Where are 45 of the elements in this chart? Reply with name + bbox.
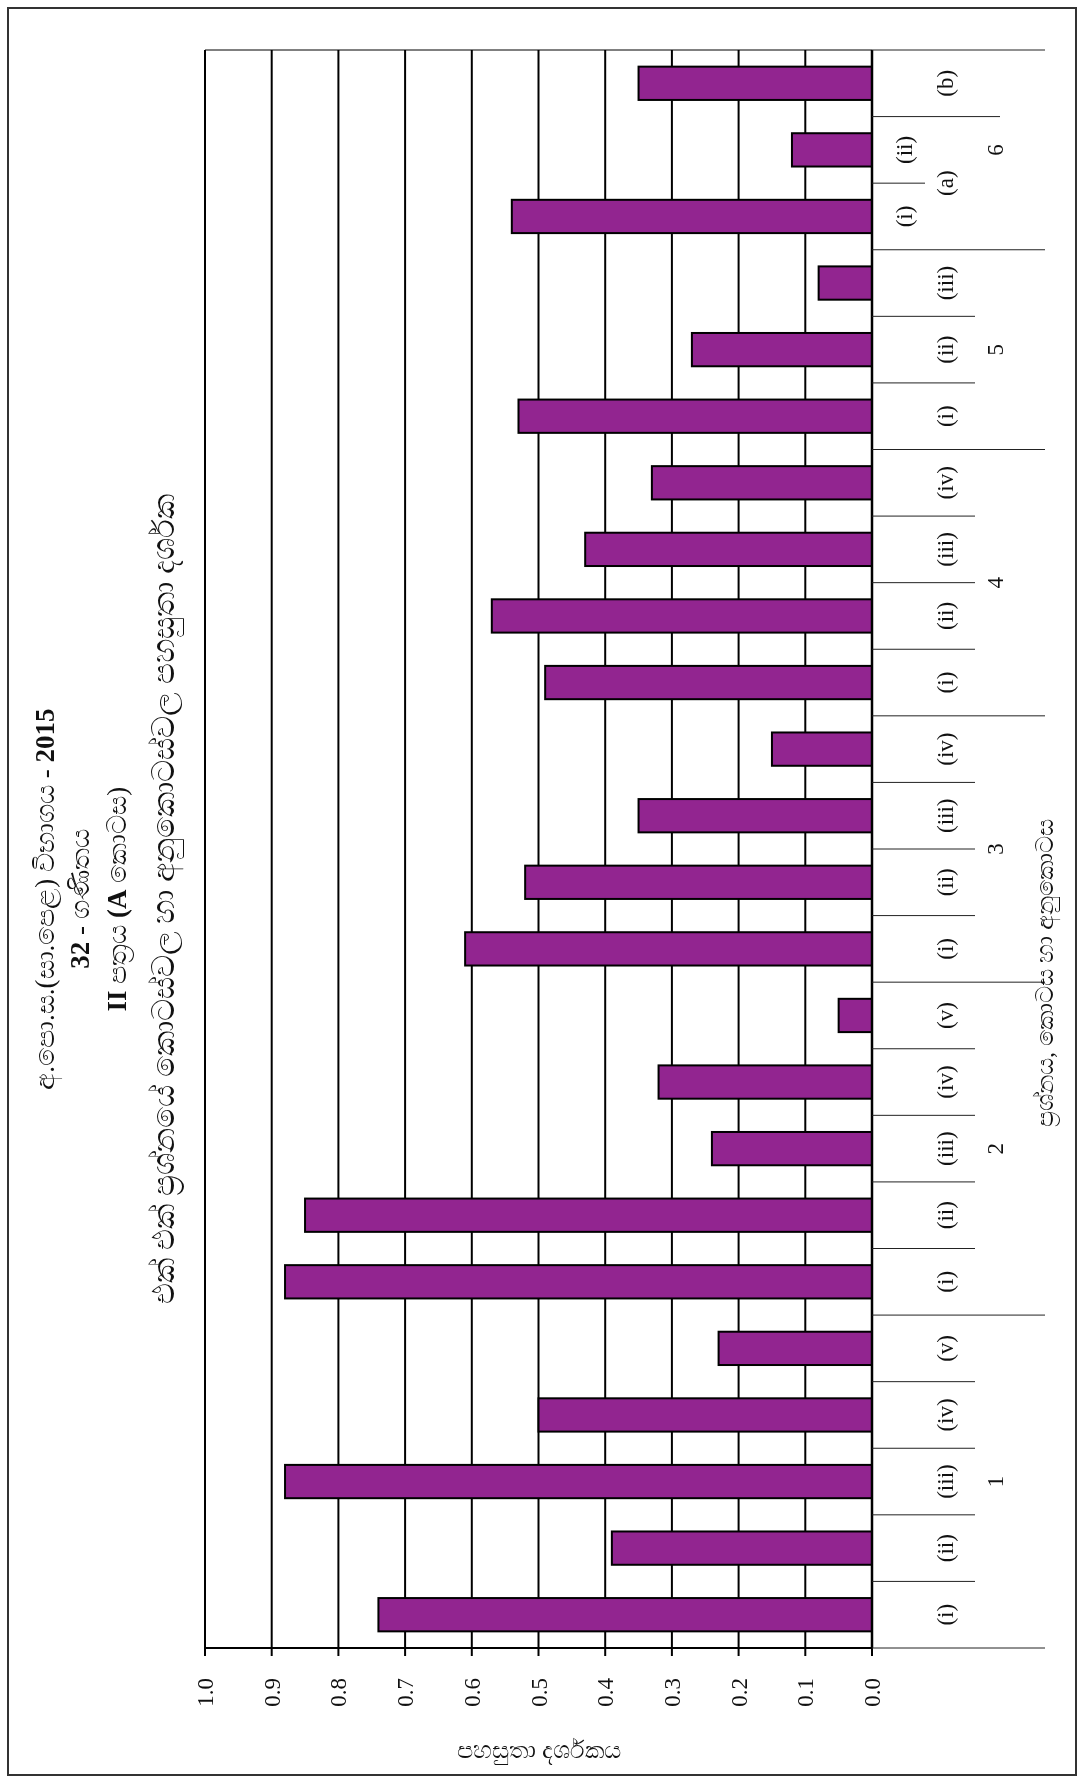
x-tick-label: 0.1 xyxy=(792,1678,818,1707)
x-tick-label: 0.4 xyxy=(592,1677,618,1707)
x-tick-label: 0.0 xyxy=(859,1678,885,1707)
y-tick-label: (iii) xyxy=(932,1131,958,1166)
y-tick-label: (v) xyxy=(932,1334,958,1362)
y-tick-label: (iv) xyxy=(932,1398,958,1432)
y-tick-label: (iii) xyxy=(932,1464,958,1499)
y-tick-label: (iv) xyxy=(932,732,958,766)
y-tick-label: (iii) xyxy=(932,532,958,567)
text: එක් එක් ප්‍රශ්නයේ කොටස්වල හා අනුකොටස්වල පහසුතා දර්ශක xyxy=(145,494,184,1304)
y-tick-label: (iv) xyxy=(932,466,958,500)
y-tick-label: (ii) xyxy=(932,601,958,631)
text: 3 xyxy=(982,843,1008,855)
y-tick-label: (b) xyxy=(932,69,958,97)
y-tick-label: (iii) xyxy=(932,265,958,301)
y-tick-label: (v) xyxy=(932,1002,958,1029)
text: 5 xyxy=(982,343,1008,356)
x-tick-label: 0.3 xyxy=(659,1678,685,1707)
y-tick-label: (iii) xyxy=(932,798,958,833)
text: (a) xyxy=(932,170,958,196)
x-axis-title: පහසුතා දර්ශකය xyxy=(456,1737,621,1765)
x-tick-label: 0.5 xyxy=(526,1678,551,1707)
y-tick-label: (ii) xyxy=(932,1534,958,1563)
y-tick-label: (i) xyxy=(932,671,958,694)
y-tick-label: (iv) xyxy=(932,1065,958,1099)
x-tick-label: 0.8 xyxy=(325,1678,351,1707)
y-axis-title: ප්‍රශ්නය, කොටස හා අනුකොටස xyxy=(1032,819,1061,1127)
text: 1 xyxy=(982,1475,1008,1488)
y-tick-label: (i) xyxy=(932,1270,958,1293)
x-tick-label: 0.6 xyxy=(459,1678,485,1707)
y-tick-label: (i) xyxy=(891,205,917,228)
x-tick-label: 0.7 xyxy=(392,1678,418,1707)
y-tick-label: (ii) xyxy=(932,868,958,897)
text: 4 xyxy=(982,576,1008,589)
text: 6 xyxy=(982,144,1008,156)
x-tick-label: 0.9 xyxy=(259,1678,285,1707)
y-tick-label: (i) xyxy=(932,1603,958,1626)
x-tick-label: 0.2 xyxy=(726,1678,752,1707)
x-tick-label: 1.0 xyxy=(192,1678,218,1707)
text: 2 xyxy=(982,1142,1008,1155)
y-tick-label: (i) xyxy=(932,405,958,428)
y-tick-label: (ii) xyxy=(932,335,958,364)
y-tick-label: (ii) xyxy=(891,135,917,164)
y-tick-label: (i) xyxy=(932,938,958,960)
y-tick-label: (ii) xyxy=(932,1201,958,1230)
